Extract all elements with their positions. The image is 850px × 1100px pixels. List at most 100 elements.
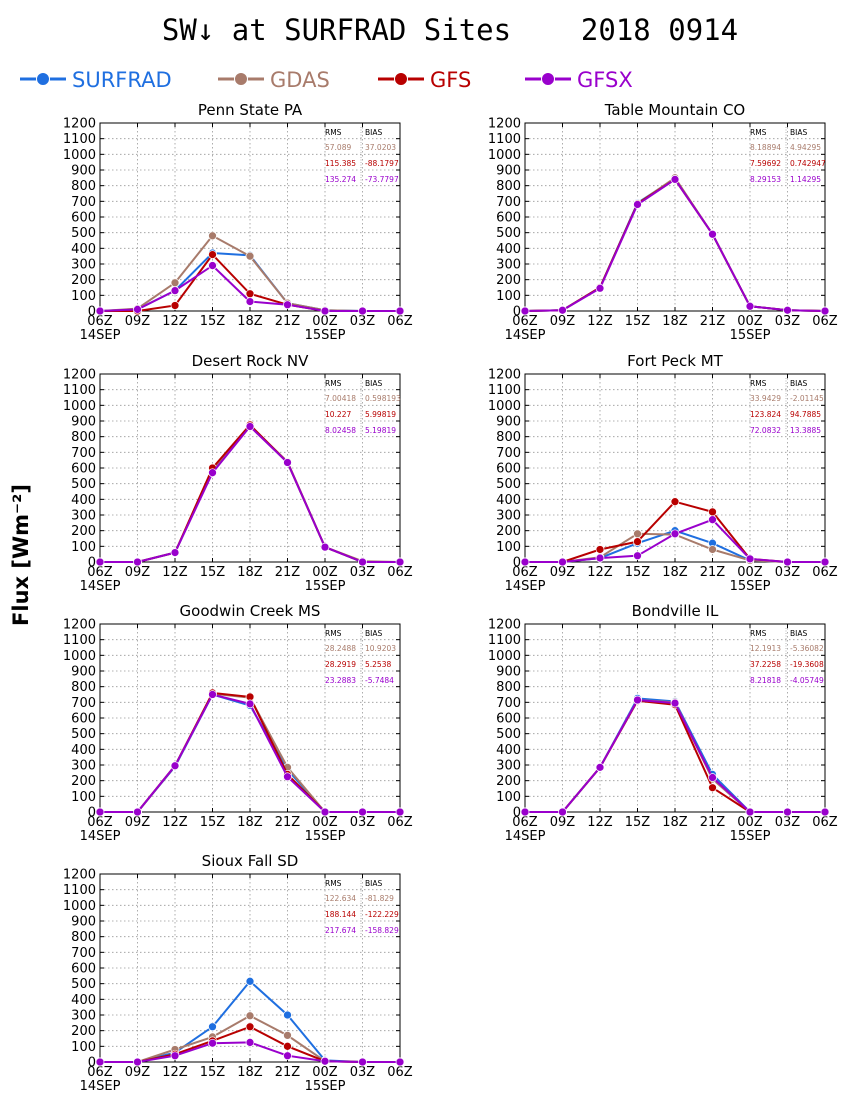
data-point-gfs [670, 497, 680, 507]
figure-title: SW↓ at SURFRAD Sites 2018 0914 [162, 13, 738, 47]
x-tick-label: 06Z [812, 314, 838, 329]
data-point-gfsx [283, 1051, 292, 1061]
series-line-surfrad [100, 979, 400, 1063]
y-tick-label: 100 [496, 289, 521, 304]
y-tick-label: 200 [71, 273, 96, 288]
stats-rms-value: 57.089 [325, 143, 351, 152]
data-point-gfsx [745, 301, 755, 311]
data-point-gfsx [133, 557, 142, 567]
stats-header-bias: BIAS [790, 128, 807, 137]
data-point-gfsx [395, 807, 405, 817]
x-tick-label: 21Z [700, 565, 726, 580]
y-tick-label: 300 [71, 759, 96, 774]
y-tick-label: 200 [496, 273, 521, 288]
y-tick-label: 1200 [63, 618, 96, 633]
y-tick-label: 1000 [488, 148, 521, 163]
data-point-gfs [595, 545, 605, 554]
data-point-gfsx [208, 468, 217, 478]
stats-bias-value: 5.2538 [365, 660, 391, 669]
x-date-label: 15SEP [730, 328, 771, 343]
series-gfsx [95, 261, 405, 316]
data-point-gfsx [820, 557, 830, 567]
data-point-gfsx [595, 283, 605, 293]
stats-header-rms: RMS [325, 879, 342, 888]
stats-rms-value: 8.21818 [750, 676, 781, 685]
y-tick-label: 1100 [63, 883, 96, 898]
y-tick-label: 1100 [63, 383, 96, 398]
stats-header-rms: RMS [325, 128, 342, 137]
x-tick-label: 12Z [162, 565, 188, 580]
y-tick-label: 400 [496, 242, 521, 257]
y-tick-label: 900 [71, 415, 96, 430]
stats-bias-value: 13.3885 [790, 426, 821, 435]
data-point-gfsx [520, 306, 530, 316]
data-point-gfsx [633, 200, 642, 209]
data-point-gfs [245, 1022, 255, 1032]
data-point-gfsx [283, 458, 292, 467]
stats-header-rms: RMS [750, 128, 767, 137]
y-tick-label: 700 [496, 696, 521, 711]
y-tick-label: 600 [496, 211, 521, 226]
stats-rms-value: 217.674 [325, 926, 356, 935]
series-gfsx [520, 515, 830, 567]
x-tick-label: 06Z [87, 815, 113, 830]
x-tick-label: 18Z [237, 1065, 263, 1080]
x-tick-label: 00Z [737, 815, 763, 830]
data-point-gfsx [595, 553, 605, 563]
data-point-gfsx [208, 690, 217, 699]
data-point-gfsx [670, 175, 680, 184]
stats-bias-value: 0.598193 [365, 394, 401, 403]
x-tick-label: 09Z [550, 815, 576, 830]
x-tick-label: 21Z [700, 314, 726, 329]
legend-label-gfsx: GFSX [577, 68, 633, 92]
data-point-gfsx [245, 422, 255, 431]
stats-header-bias: BIAS [365, 879, 382, 888]
data-point-gfsx [170, 286, 180, 295]
y-tick-label: 600 [71, 712, 96, 727]
y-tick-label: 0 [513, 806, 521, 821]
data-point-gfsx [395, 557, 405, 567]
x-tick-label: 06Z [512, 815, 538, 830]
data-point-gdas [170, 278, 180, 288]
stats-rms-value: 115.385 [325, 159, 356, 168]
data-point-gfs [283, 1041, 292, 1051]
panel-sioux-fall-sd: Sioux Fall SD 010020030040050060070080090… [63, 852, 413, 1094]
panel-fort-peck-mt: Fort Peck MT 0100200300400500600700800900… [488, 352, 838, 594]
stats-header-bias: BIAS [790, 379, 807, 388]
stats-header-rms: RMS [325, 629, 342, 638]
y-tick-label: 400 [496, 743, 521, 758]
y-tick-label: 700 [496, 446, 521, 461]
data-point-gfs [633, 537, 642, 546]
y-tick-label: 1100 [488, 633, 521, 648]
data-point-gfsx [670, 698, 680, 708]
x-tick-label: 18Z [237, 314, 263, 329]
x-tick-label: 09Z [550, 314, 576, 329]
stats-rms-value: 33.9429 [750, 394, 781, 403]
x-tick-label: 09Z [550, 565, 576, 580]
x-tick-label: 00Z [312, 565, 338, 580]
stats-header-bias: BIAS [790, 629, 807, 638]
x-tick-label: 06Z [812, 815, 838, 830]
x-tick-label: 12Z [587, 565, 613, 580]
data-point-gfsx [670, 529, 680, 539]
stats-bias-value: 4.94295 [790, 143, 821, 152]
data-point-gdas [245, 251, 255, 261]
data-point-gdas [708, 545, 717, 554]
y-tick-label: 700 [496, 195, 521, 210]
data-point-gfsx [245, 297, 255, 306]
x-tick-label: 03Z [775, 815, 801, 830]
y-tick-label: 600 [71, 211, 96, 226]
y-tick-label: 0 [88, 556, 96, 571]
y-tick-label: 300 [496, 759, 521, 774]
data-point-gfsx [95, 557, 105, 567]
y-tick-label: 1000 [488, 399, 521, 414]
y-tick-label: 300 [71, 509, 96, 524]
y-tick-label: 200 [496, 774, 521, 789]
y-tick-label: 400 [71, 242, 96, 257]
x-tick-label: 21Z [275, 815, 301, 830]
y-tick-label: 1000 [488, 649, 521, 664]
stats-bias-value: 0.742947 [790, 159, 826, 168]
y-tick-label: 300 [496, 258, 521, 273]
stats-header-bias: BIAS [365, 128, 382, 137]
